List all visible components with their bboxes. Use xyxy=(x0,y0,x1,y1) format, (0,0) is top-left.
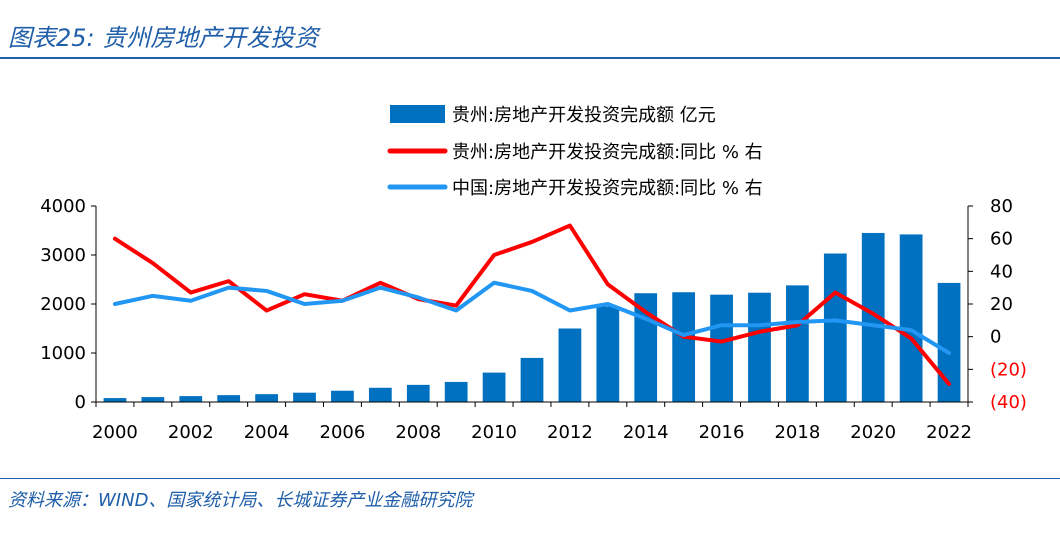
bar-2001 xyxy=(141,397,165,402)
bar-2018 xyxy=(786,285,809,402)
legend-label: 中国:房地产开发投资完成额:同比 % 右 xyxy=(452,178,763,199)
bar-2010 xyxy=(482,372,506,402)
bar-2006 xyxy=(331,390,354,402)
bar-2016 xyxy=(710,294,733,402)
chart-title: 图表25: 贵州房地产开发投资 xyxy=(8,24,319,52)
bar-2013 xyxy=(596,306,620,402)
title-divider xyxy=(0,57,1060,59)
bar-2019 xyxy=(823,253,847,402)
right-tick-label: (20) xyxy=(990,359,1027,380)
x-tick-label: 2022 xyxy=(926,422,972,443)
line-series xyxy=(112,223,952,387)
bar-2005 xyxy=(293,392,316,402)
x-tick-label: 2020 xyxy=(850,422,896,443)
x-tick-label: 2018 xyxy=(774,422,820,443)
left-tick-label: 1000 xyxy=(40,343,86,364)
right-tick-label: 40 xyxy=(990,261,1013,282)
axes: 0 1000 2000 3000 4000 (40) (20) 0 20 40 60 80 2000 20… xyxy=(40,196,1027,443)
x-tick-label: 2014 xyxy=(623,422,669,443)
x-tick-label: 2002 xyxy=(168,422,214,443)
x-tick-label: 2010 xyxy=(471,422,517,443)
bar-2000 xyxy=(103,398,127,402)
bar-2020 xyxy=(861,232,885,402)
right-tick-label: (40) xyxy=(990,392,1027,413)
x-tick-label: 2006 xyxy=(320,422,366,443)
bar-2003 xyxy=(217,395,241,402)
bar-series xyxy=(103,232,961,402)
bar-2022 xyxy=(937,282,961,402)
bar-2015 xyxy=(672,292,696,402)
right-tick-label: 0 xyxy=(990,327,1001,348)
legend-label: 贵州:房地产开发投资完成额:同比 % 右 xyxy=(452,142,763,163)
x-tick-label: 2000 xyxy=(92,422,138,443)
bar-2002 xyxy=(179,396,203,402)
bar-2011 xyxy=(520,357,544,402)
footer-divider xyxy=(0,478,1060,479)
x-tick-label: 2016 xyxy=(699,422,745,443)
china-yoy-line xyxy=(112,280,952,355)
bar-2008 xyxy=(406,384,430,402)
legend-swatch-bar xyxy=(390,105,445,123)
left-tick-label: 2000 xyxy=(40,294,86,315)
x-tick-label: 2012 xyxy=(547,422,593,443)
bar-2014 xyxy=(634,293,658,402)
left-tick-label: 3000 xyxy=(40,245,86,266)
bar-2017 xyxy=(748,292,771,402)
left-tick-label: 0 xyxy=(75,392,86,413)
left-tick-label: 4000 xyxy=(40,196,86,217)
bar-2009 xyxy=(444,381,468,402)
bar-2004 xyxy=(255,394,278,402)
legend-label: 贵州:房地产开发投资完成额 亿元 xyxy=(452,105,716,126)
bar-2012 xyxy=(558,328,582,402)
right-tick-label: 80 xyxy=(990,196,1013,217)
x-tick-label: 2004 xyxy=(244,422,290,443)
bar-2007 xyxy=(368,387,392,402)
x-tick-label: 2008 xyxy=(395,422,441,443)
right-tick-label: 20 xyxy=(990,294,1013,315)
bar-2021 xyxy=(899,234,923,402)
guizhou-yoy-line xyxy=(112,223,952,387)
right-tick-label: 60 xyxy=(990,229,1013,250)
source-note: 资料来源：WIND、国家统计局、长城证券产业金融研究院 xyxy=(8,490,473,511)
